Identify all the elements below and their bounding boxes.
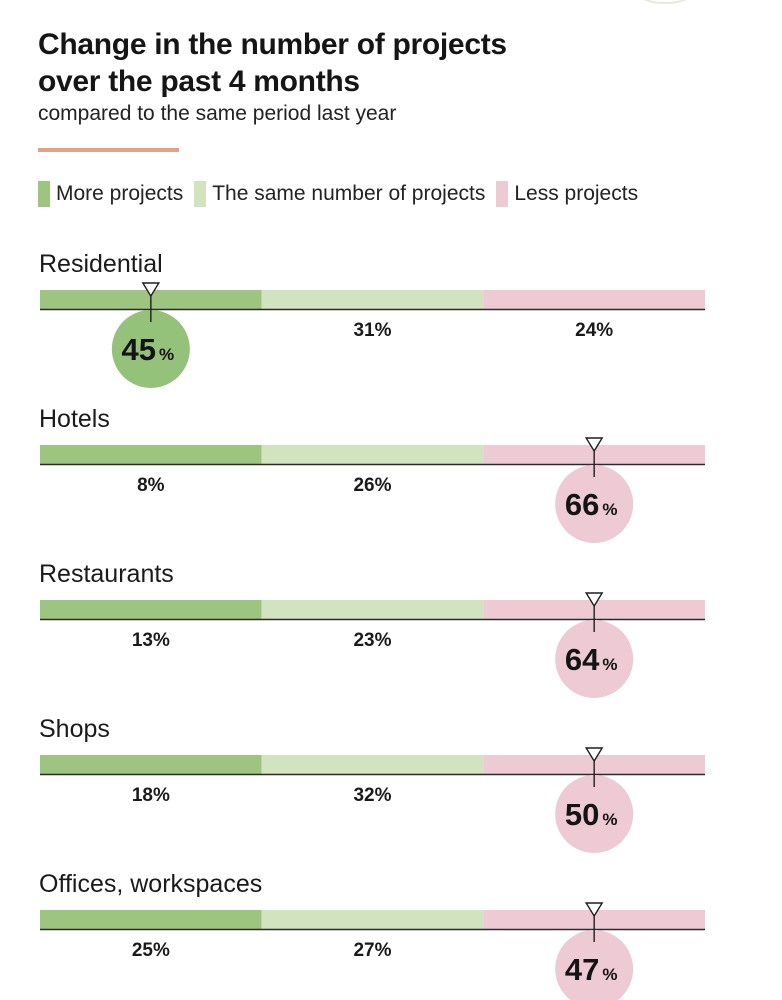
legend-label-same: The same number of projects (212, 182, 486, 205)
legend-item-less: Less projects (496, 181, 638, 207)
legend-label-less: Less projects (514, 182, 639, 205)
value-label-restaurants-same: 23% (353, 630, 391, 651)
highlight-circle-offices-workspaces (555, 930, 634, 1000)
legend-swatch-same (194, 181, 207, 207)
bar-offices-workspaces-same (261, 910, 484, 929)
bar-residential-same (261, 290, 484, 309)
value-label-offices-workspaces-same: 27% (353, 940, 391, 961)
value-label-hotels-same: 26% (353, 475, 391, 496)
bar-offices-workspaces-more (40, 910, 262, 929)
category-label-offices-workspaces: Offices, workspaces (39, 870, 262, 898)
marker-triangle-restaurants (584, 592, 604, 608)
chart-title: Change in the number of projects over th… (38, 26, 678, 100)
category-label-restaurants: Restaurants (39, 560, 174, 588)
highlight-circle-restaurants (555, 620, 634, 698)
marker-triangle-shops (584, 747, 604, 763)
value-label-hotels-more: 8% (137, 475, 165, 496)
highlight-circle-residential (111, 310, 190, 388)
bar-restaurants-more (40, 600, 262, 619)
legend-item-same: The same number of projects (194, 181, 485, 207)
legend: More projects The same number of project… (38, 180, 649, 208)
accent-rule (38, 148, 179, 152)
category-label-residential: Residential (39, 250, 163, 278)
highlight-circle-hotels (555, 465, 634, 543)
highlight-value-hotels: 66% (565, 487, 618, 522)
category-label-shops: Shops (39, 715, 110, 743)
legend-label-more: More projects (56, 182, 184, 205)
chart-title-line-1: Change in the number of projects (38, 28, 507, 61)
highlight-circle-shops (555, 775, 634, 853)
value-label-restaurants-more: 13% (132, 630, 170, 651)
value-label-residential-same: 31% (353, 320, 391, 341)
bar-shops-more (40, 755, 262, 774)
marker-triangle-residential (141, 282, 161, 298)
chart-title-line-2: over the past 4 months (38, 65, 360, 98)
highlight-value-residential: 45% (122, 332, 175, 367)
highlight-value-restaurants: 64% (565, 642, 618, 677)
value-label-shops-more: 18% (132, 785, 170, 806)
value-label-residential-less: 24% (575, 320, 613, 341)
legend-item-more: More projects (38, 181, 183, 207)
chart-subtitle: compared to the same period last year (38, 102, 397, 125)
highlight-value-offices-workspaces: 47% (565, 952, 618, 987)
bar-residential-less (483, 290, 705, 309)
bar-restaurants-same (261, 600, 484, 619)
bar-hotels-same (261, 445, 484, 464)
value-label-offices-workspaces-more: 25% (132, 940, 170, 961)
bar-shops-same (261, 755, 484, 774)
marker-triangle-offices-workspaces (584, 902, 604, 918)
category-label-hotels: Hotels (39, 405, 110, 433)
legend-swatch-more (38, 181, 50, 207)
highlight-value-shops: 50% (565, 797, 618, 832)
legend-swatch-less (496, 181, 509, 207)
bar-hotels-more (40, 445, 262, 464)
value-label-shops-same: 32% (353, 785, 391, 806)
marker-triangle-hotels (584, 437, 604, 453)
